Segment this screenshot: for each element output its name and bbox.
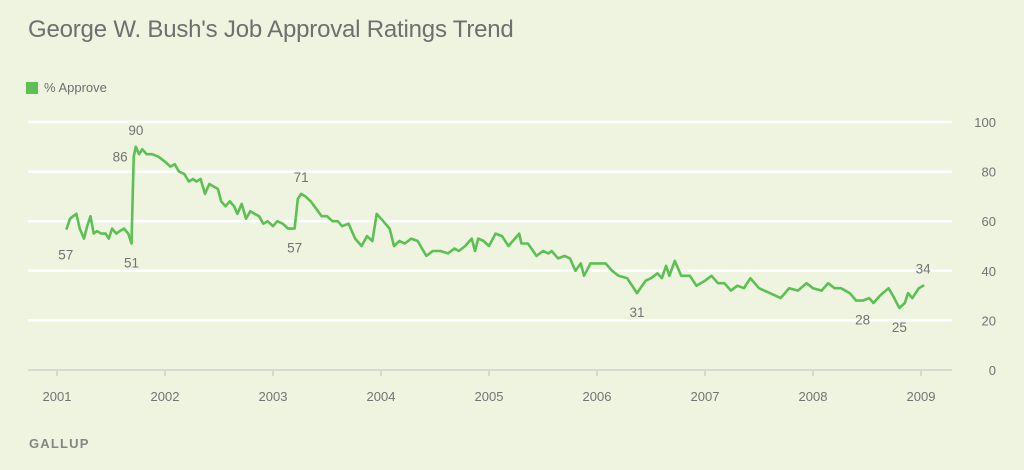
- x-tick-label-2009: 2009: [907, 389, 936, 404]
- x-tick-label-2008: 2008: [799, 389, 828, 404]
- series-group: [65, 145, 925, 310]
- data-label-86: 86: [113, 150, 128, 165]
- legend: % Approve: [26, 80, 107, 95]
- data-label-90: 90: [128, 123, 143, 138]
- legend-swatch-approve: [26, 81, 38, 94]
- data-label-57: 57: [287, 241, 302, 256]
- y-tick-label-0: 0: [989, 363, 996, 378]
- x-tick-label-2001: 2001: [43, 389, 72, 404]
- x-tick-label-2003: 2003: [259, 389, 288, 404]
- data-label-31: 31: [629, 305, 644, 320]
- y-axis: 0 20 40 60 80 100: [974, 115, 996, 378]
- y-tick-label-80: 80: [982, 165, 996, 180]
- data-label-71: 71: [294, 170, 309, 185]
- series-line-approve: [65, 145, 925, 310]
- x-tick-label-2005: 2005: [475, 389, 504, 404]
- chart-title: George W. Bush's Job Approval Ratings Tr…: [28, 16, 514, 43]
- y-tick-label-20: 20: [982, 313, 996, 328]
- data-label-25: 25: [892, 320, 907, 335]
- x-tick-label-2006: 2006: [583, 389, 612, 404]
- data-label-28: 28: [855, 313, 870, 328]
- y-tick-label-60: 60: [982, 214, 996, 229]
- y-tick-label-40: 40: [982, 264, 996, 279]
- y-tick-label-100: 100: [974, 115, 996, 130]
- legend-label-approve: % Approve: [44, 80, 107, 95]
- source-label: GALLUP: [29, 436, 90, 451]
- data-label-51: 51: [124, 256, 139, 271]
- data-label-57: 57: [58, 248, 73, 263]
- x-tick-label-2002: 2002: [151, 389, 180, 404]
- x-axis: 2001 2002 2003 2004 2005 2006 2007 2008 2009: [28, 369, 952, 404]
- gridlines: [28, 120, 952, 322]
- x-tick-label-2007: 2007: [691, 389, 720, 404]
- data-label-34: 34: [916, 262, 932, 277]
- x-tick-label-2004: 2004: [367, 389, 396, 404]
